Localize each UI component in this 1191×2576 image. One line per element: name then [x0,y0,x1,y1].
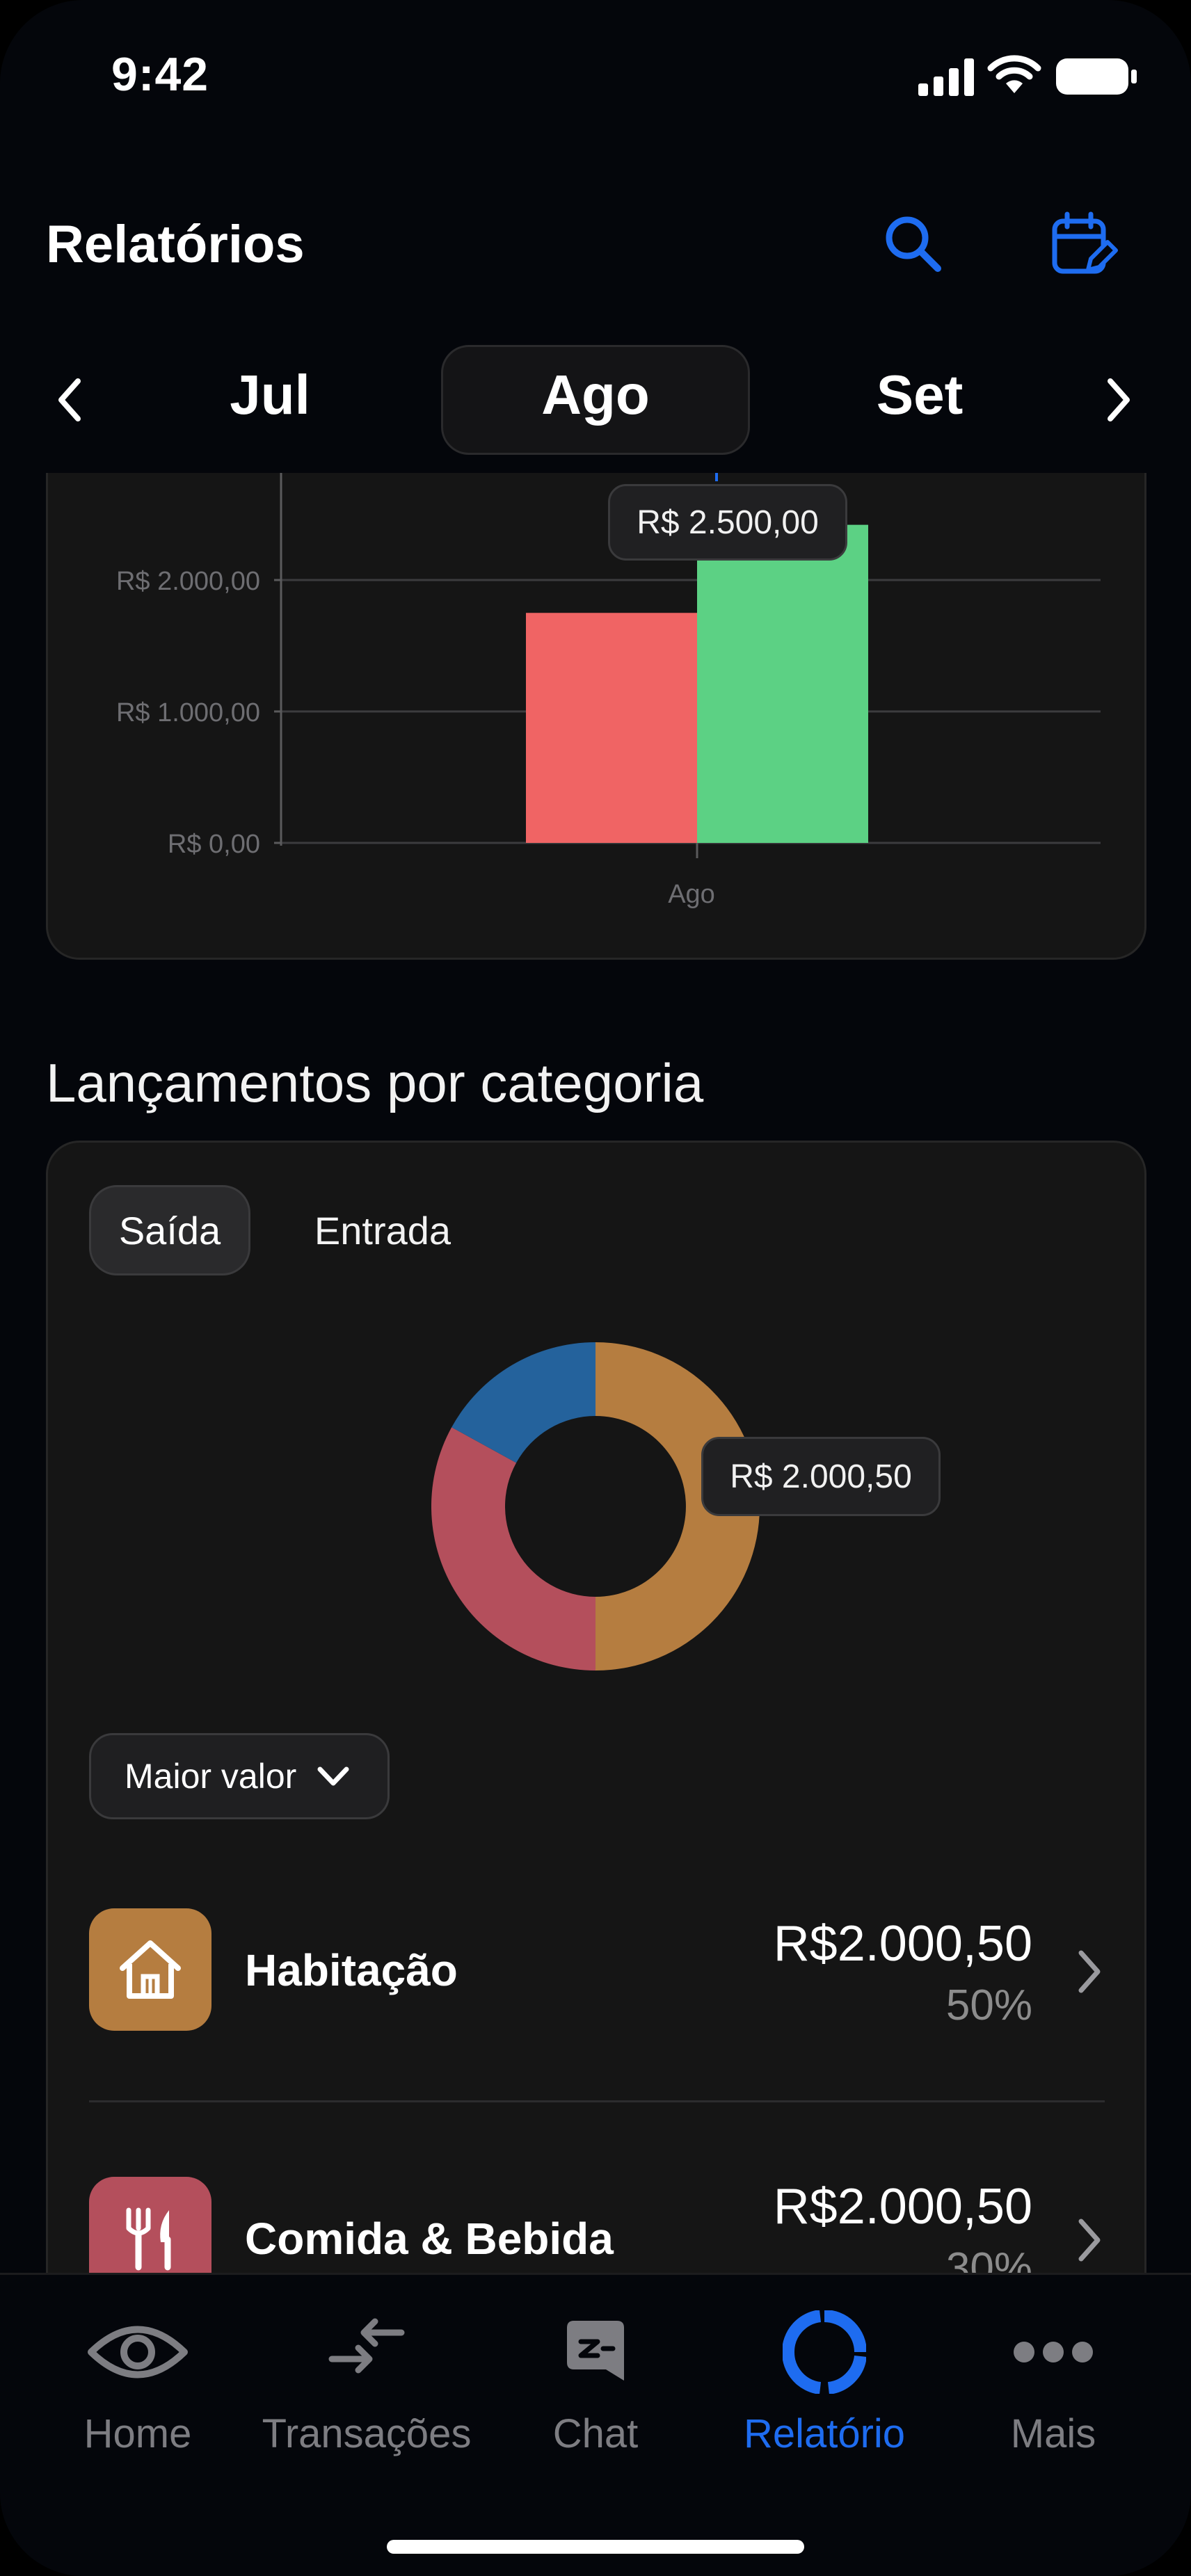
category-icon-bg [89,2177,211,2273]
bar-chart: R$ 0,00 R$ 1.000,00 R$ 2.000,00 Ago [116,473,1101,909]
row-divider [89,2100,1105,2102]
y-tick-label: R$ 0,00 [168,830,260,859]
tab-home[interactable]: Home [19,2303,257,2484]
page-title: Relatórios [46,215,305,274]
search-icon[interactable] [882,213,945,279]
chat-bubble-icon [567,2321,624,2381]
category-amount: R$2.000,50 [773,1916,1032,1972]
donut-chart-icon [783,2310,866,2394]
bar-chart-tooltip: R$ 2.500,00 [608,484,847,561]
category-viewport: Saída Entrada R$ 2.000,50 Maior valor Ha… [0,1138,1191,2273]
chevron-left-icon[interactable] [56,376,83,428]
house-icon [120,1940,181,1999]
tab-label: Chat [552,2411,639,2456]
chevron-down-icon [317,1766,349,1786]
category-amount: R$2.000,50 [773,2179,1032,2235]
tab-label: Transações [262,2411,472,2456]
calendar-edit-icon[interactable] [1049,210,1119,283]
status-time: 9:42 [111,48,209,101]
signal-icon [918,58,975,99]
tab-label: Home [83,2411,192,2456]
x-tick-label: Ago [668,880,715,909]
category-row[interactable]: Habitação R$2.000,50 50% [89,1906,1105,2059]
category-percent: 30% [945,2244,1032,2273]
donut-tooltip: R$ 2.000,50 [701,1437,941,1516]
arrows-transfer-icon [328,2318,405,2374]
tab-label: Mais [1010,2411,1096,2456]
home-indicator [387,2540,804,2554]
category-name: Comida & Bebida [245,2214,614,2264]
category-percent: 50% [945,1981,1032,2029]
tab-entrada[interactable]: Entrada [314,1208,451,1253]
category-name: Habitação [245,1945,458,1995]
chevron-right-icon [1078,2219,1101,2262]
category-card [46,1141,1146,2273]
month-current[interactable]: Ago [541,364,650,426]
tab-relatorio[interactable]: Relatório [705,2303,943,2484]
chevron-right-icon [1078,1950,1101,1993]
donut-slice[interactable] [431,1427,596,1671]
wifi-icon [986,54,1042,99]
more-dots-icon [1014,2342,1093,2362]
tab-mais[interactable]: Mais [934,2303,1172,2484]
month-next[interactable]: Set [876,364,964,426]
donut-slice[interactable] [451,1342,596,1463]
tab-transacoes[interactable]: Transações [248,2303,486,2484]
current-month-pill[interactable] [441,345,750,455]
sort-dropdown[interactable]: Maior valor [89,1733,390,1819]
bar-entrada[interactable] [697,524,868,843]
y-tick-label: R$ 2.000,00 [116,567,260,596]
donut-chart [431,1342,760,1671]
donut-slice[interactable] [596,1342,760,1671]
tab-saida[interactable]: Saída [89,1185,250,1275]
tab-chat[interactable]: Chat [477,2303,714,2484]
sort-dropdown-label: Maior valor [125,1757,297,1796]
chevron-right-icon[interactable] [1105,376,1133,428]
tab-label: Relatório [743,2411,906,2456]
fork-knife-icon [126,2207,171,2271]
category-row[interactable]: Comida & Bebida R$2.000,50 30% [89,2174,1105,2273]
bar-chart-viewport: R$ 0,00 R$ 1.000,00 R$ 2.000,00 Ago R$ 2.50… [0,473,1191,974]
category-icon-bg [89,1908,211,2031]
bar-saida[interactable] [526,613,697,843]
battery-icon [1055,57,1138,99]
eye-icon [88,2326,188,2378]
month-prev[interactable]: Jul [230,364,310,426]
section-title: Lançamentos por categoria [46,1052,704,1113]
y-tick-label: R$ 1.000,00 [116,698,260,727]
